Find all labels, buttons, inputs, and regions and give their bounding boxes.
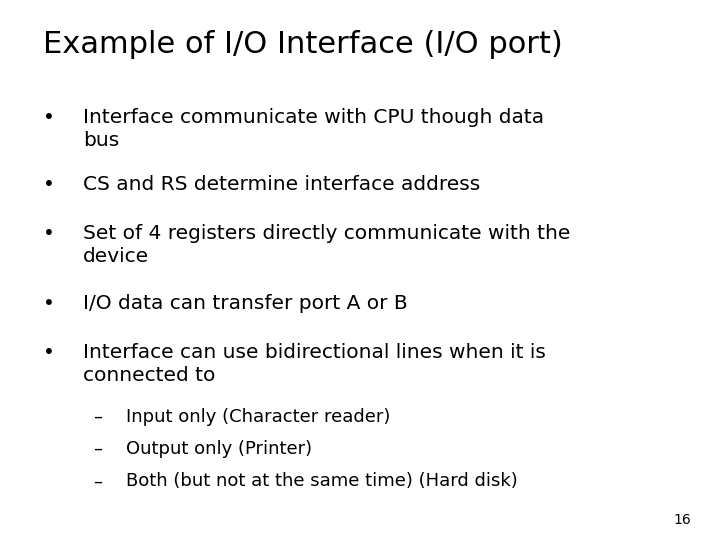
Text: Input only (Character reader): Input only (Character reader) — [126, 408, 390, 426]
Text: •: • — [43, 224, 55, 243]
Text: •: • — [43, 108, 55, 127]
Text: Example of I/O Interface (I/O port): Example of I/O Interface (I/O port) — [43, 30, 563, 59]
Text: •: • — [43, 343, 55, 362]
Text: CS and RS determine interface address: CS and RS determine interface address — [83, 176, 480, 194]
Text: 16: 16 — [673, 512, 691, 526]
Text: Set of 4 registers directly communicate with the
device: Set of 4 registers directly communicate … — [83, 224, 570, 266]
Text: Output only (Printer): Output only (Printer) — [126, 440, 312, 458]
Text: –: – — [94, 408, 103, 426]
Text: I/O data can transfer port A or B: I/O data can transfer port A or B — [83, 294, 408, 313]
Text: –: – — [94, 472, 103, 490]
Text: Both (but not at the same time) (Hard disk): Both (but not at the same time) (Hard di… — [126, 472, 518, 490]
Text: Interface can use bidirectional lines when it is
connected to: Interface can use bidirectional lines wh… — [83, 343, 546, 384]
Text: –: – — [94, 440, 103, 458]
Text: Interface communicate with CPU though data
bus: Interface communicate with CPU though da… — [83, 108, 544, 150]
Text: •: • — [43, 176, 55, 194]
Text: •: • — [43, 294, 55, 313]
